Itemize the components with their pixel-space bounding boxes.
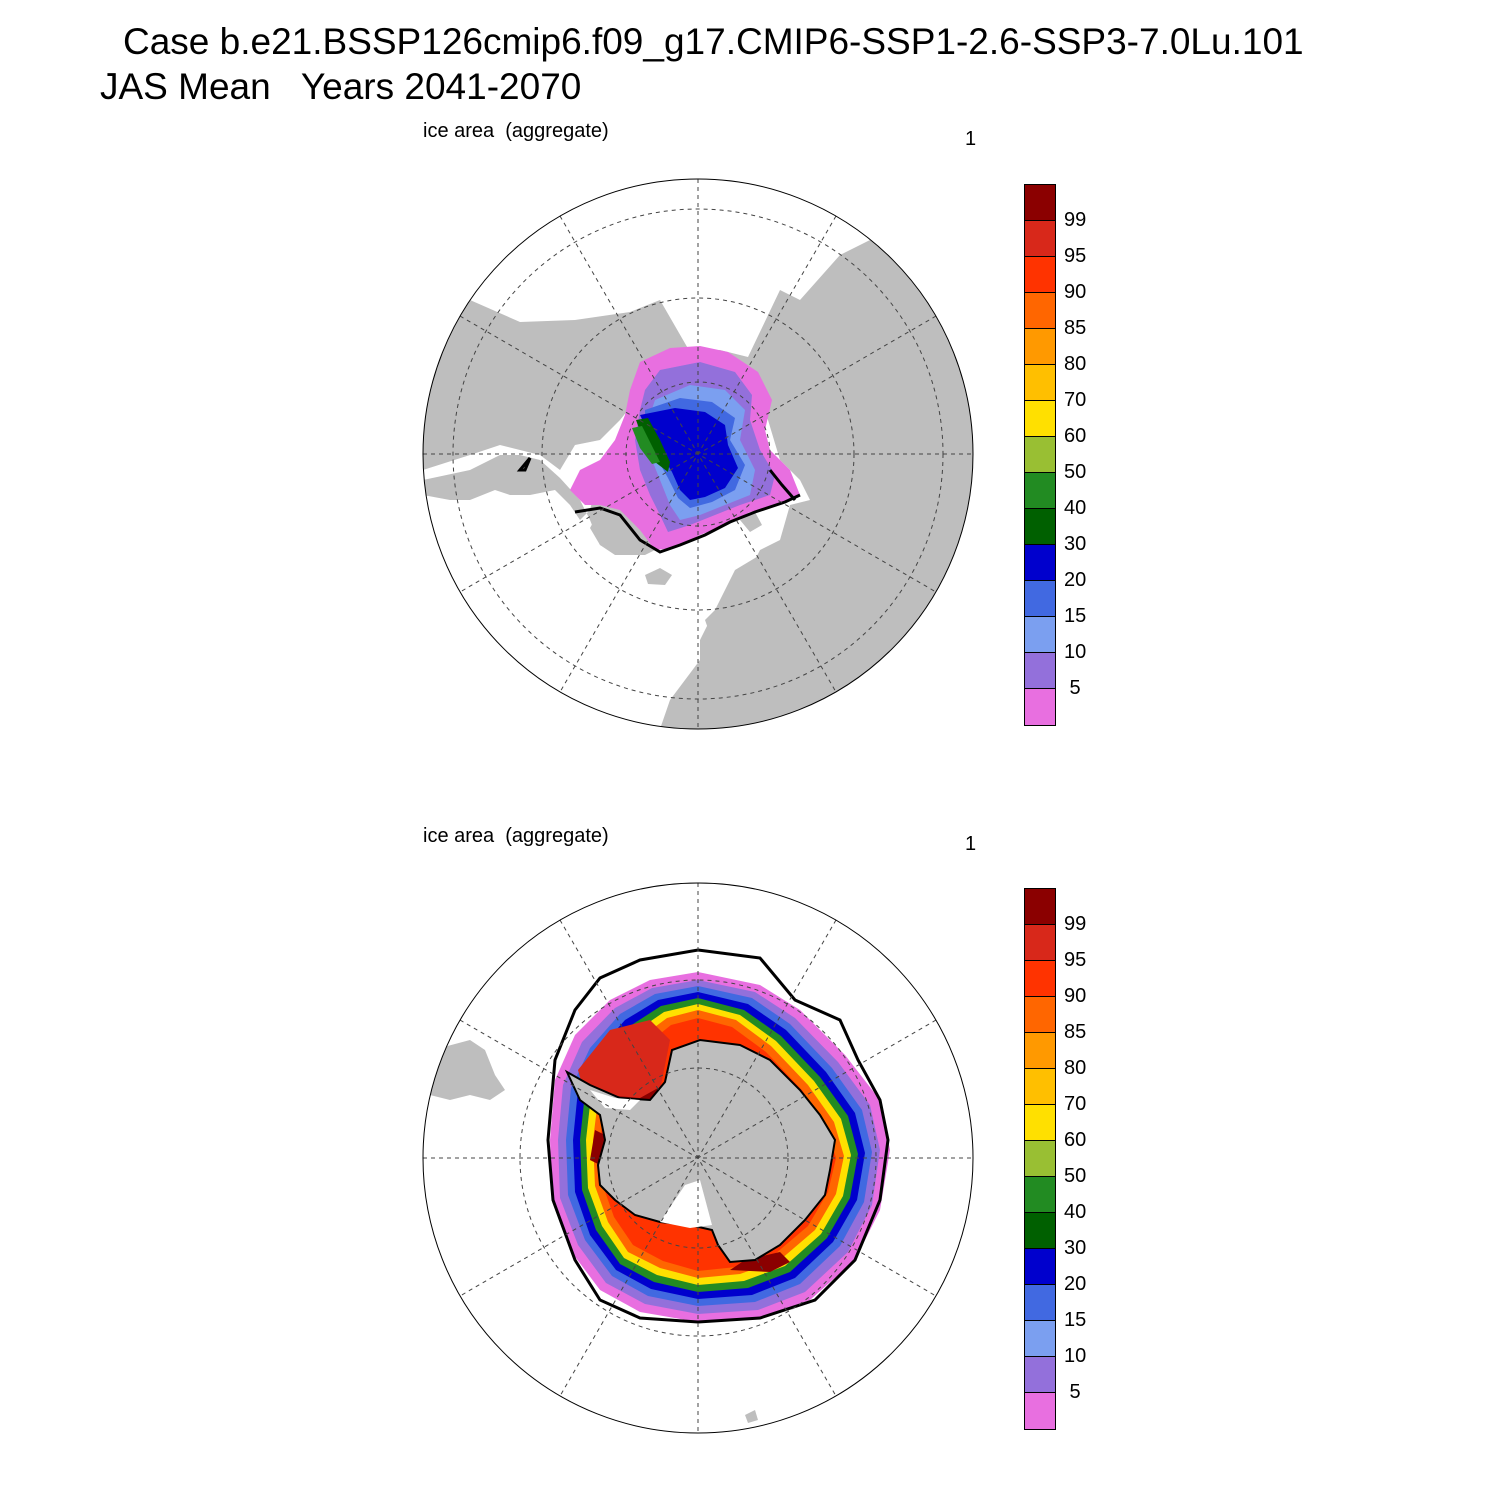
south-colorbar-tick-label: 99 [1064,913,1087,935]
north-colorbar-tick-label: 60 [1064,425,1087,447]
north-polar-map [422,178,974,730]
north-colorbar-swatch [1025,689,1055,725]
north-panel-label: ice area (aggregate) [423,120,609,142]
south-panel-number: 1 [965,833,977,855]
south-colorbar-swatch [1025,925,1055,961]
north-colorbar-swatch [1025,257,1055,293]
north-colorbar-swatch [1025,221,1055,257]
south-colorbar-swatch [1025,997,1055,1033]
north-colorbar-swatch [1025,545,1055,581]
south-colorbar-swatch [1025,1141,1055,1177]
north-colorbar-tick-label: 99 [1064,209,1087,231]
south-graticule [423,883,973,1433]
south-land-antarctica [564,1038,837,1264]
north-colorbar-swatch [1025,293,1055,329]
south-polar-map [422,882,974,1434]
south-ice-shelf-ross [660,1180,712,1228]
north-colorbar-swatch [1025,581,1055,617]
south-colorbar-swatch [1025,1393,1055,1429]
north-colorbar-swatch [1025,653,1055,689]
north-colorbar-swatch [1025,365,1055,401]
south-colorbar-swatch [1025,1033,1055,1069]
north-ice-edge-contour [516,457,801,554]
south-colorbar-tick-label: 20 [1064,1273,1087,1295]
north-ice-50 [632,426,660,464]
south-colorbar-tick-label: 80 [1064,1057,1087,1079]
south-colorbar-swatch [1025,1105,1055,1141]
south-colorbar-tick-label: 70 [1064,1093,1087,1115]
north-land-asia [423,240,973,729]
north-panel-number: 1 [965,128,977,150]
north-land-svalbard [740,512,762,532]
north-colorbar-tick-label: 95 [1064,245,1087,267]
north-colorbar-tick-label: 85 [1064,317,1087,339]
north-colorbar-tick-label: 70 [1064,389,1087,411]
north-colorbar-tick-label: 15 [1064,605,1087,627]
north-colorbar-swatch [1025,617,1055,653]
north-colorbar [1024,184,1056,726]
south-land-small-island [745,1410,758,1423]
south-ice-shelf-weddell [590,1090,640,1110]
south-ice-edge-contour [546,948,890,1324]
south-colorbar [1024,888,1056,1430]
south-colorbar-swatch [1025,1321,1055,1357]
north-colorbar-swatch [1025,473,1055,509]
north-colorbar-swatch [1025,185,1055,221]
north-colorbar-swatch [1025,329,1055,365]
south-colorbar-tick-label: 15 [1064,1309,1087,1331]
south-colorbar-tick-label: 90 [1064,985,1087,1007]
south-colorbar-tick-label: 50 [1064,1165,1087,1187]
south-colorbar-tick-label: 30 [1064,1237,1087,1259]
figure-title-line-1: Case b.e21.BSSP126cmip6.f09_g17.CMIP6-SS… [123,21,1304,62]
north-colorbar-tick-label: 20 [1064,569,1087,591]
figure-title-line-2: JAS Mean Years 2041-2070 [100,66,582,107]
south-colorbar-tick-label: 5 [1064,1381,1081,1403]
south-colorbar-swatch [1025,889,1055,925]
north-colorbar-tick-label: 10 [1064,641,1087,663]
north-colorbar-swatch [1025,437,1055,473]
south-colorbar-swatch [1025,1069,1055,1105]
north-colorbar-swatch [1025,401,1055,437]
south-colorbar-swatch [1025,1285,1055,1321]
south-colorbar-swatch [1025,961,1055,997]
south-colorbar-tick-label: 40 [1064,1201,1087,1223]
south-colorbar-swatch [1025,1213,1055,1249]
north-colorbar-tick-label: 30 [1064,533,1087,555]
south-colorbar-tick-label: 60 [1064,1129,1087,1151]
south-colorbar-tick-label: 95 [1064,949,1087,971]
south-colorbar-swatch [1025,1249,1055,1285]
north-colorbar-tick-label: 80 [1064,353,1087,375]
north-land-iceland [645,568,672,585]
north-graticule [423,179,973,729]
south-ice-95-weddell [578,1020,670,1110]
south-colorbar-swatch [1025,1357,1055,1393]
north-colorbar-tick-label: 90 [1064,281,1087,303]
south-colorbar-tick-label: 10 [1064,1345,1087,1367]
south-colorbar-tick-label: 85 [1064,1021,1087,1043]
north-colorbar-tick-label: 5 [1064,677,1081,699]
south-panel-label: ice area (aggregate) [423,825,609,847]
north-colorbar-swatch [1025,509,1055,545]
south-colorbar-swatch [1025,1177,1055,1213]
north-colorbar-tick-label: 50 [1064,461,1087,483]
north-colorbar-tick-label: 40 [1064,497,1087,519]
